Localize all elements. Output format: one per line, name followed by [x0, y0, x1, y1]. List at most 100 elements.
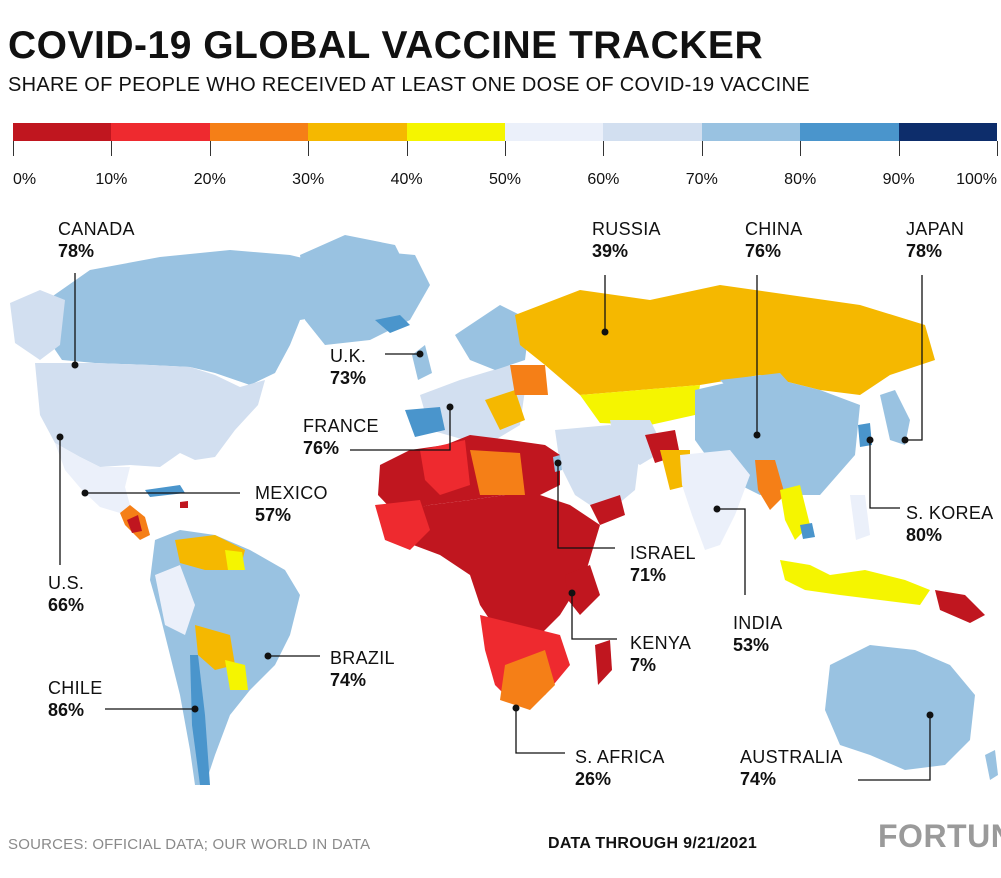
region-alaska: [10, 290, 65, 360]
region-russia[interactable]: [515, 285, 935, 395]
region-cuba: [145, 485, 185, 497]
region-canada[interactable]: [40, 250, 350, 385]
color-legend: 0% 10% 20% 30% 40% 50% 60% 70% 80% 90% 100%: [13, 123, 998, 188]
callout-france-value: 76%: [303, 438, 340, 458]
legend-swatch: [603, 123, 702, 141]
legend-swatch: [406, 123, 506, 141]
legend-label: 100%: [956, 171, 997, 188]
dot-mexico: [81, 489, 89, 497]
legend-label: 80%: [784, 171, 817, 188]
callout-australia-name: AUSTRALIA: [740, 747, 843, 767]
legend-tick: [111, 141, 113, 156]
callout-israel-value: 71%: [630, 565, 667, 585]
region-chile[interactable]: [190, 655, 210, 785]
dot-chile: [191, 705, 199, 713]
callout-brazil-value: 74%: [330, 670, 367, 690]
region-central-africa: [380, 495, 600, 645]
legend-tick: [13, 141, 14, 156]
region-australia[interactable]: [825, 645, 975, 770]
region-ukraine: [510, 365, 548, 395]
dot-skorea: [866, 436, 874, 444]
leader-france: [350, 407, 451, 451]
callout-uk: U.K. 73%: [330, 345, 366, 389]
callout-safrica-name: S. AFRICA: [575, 747, 665, 767]
callout-skorea-value: 80%: [906, 525, 943, 545]
legend-tick: [505, 141, 506, 156]
callout-mexico: MEXICO 57%: [255, 482, 328, 526]
leader-kenya: [571, 593, 617, 640]
dot-uk: [416, 350, 424, 358]
dot-us: [56, 433, 64, 441]
region-kazakhstan: [580, 385, 700, 425]
dot-russia: [601, 328, 609, 336]
leader-israel: [557, 463, 615, 549]
data-through-note: DATA THROUGH 9/21/2021: [548, 835, 758, 852]
region-bolivia: [195, 625, 235, 670]
callout-leaders: [59, 273, 931, 781]
region-paraguay: [225, 660, 248, 690]
region-usa[interactable]: [35, 363, 265, 467]
region-uk[interactable]: [412, 345, 432, 380]
region-indonesia: [780, 560, 930, 605]
callout-india-value: 53%: [733, 635, 770, 655]
callout-kenya: KENYA 7%: [630, 632, 691, 676]
callout-japan-name: JAPAN: [906, 219, 965, 239]
callout-france-name: FRANCE: [303, 416, 379, 436]
callout-china-name: CHINA: [745, 219, 803, 239]
callout-safrica: S. AFRICA 26%: [575, 746, 665, 790]
callout-dots: [56, 328, 934, 719]
leader-india: [717, 508, 746, 595]
region-peru: [155, 565, 195, 635]
legend-label: 40%: [390, 171, 423, 188]
region-mexico[interactable]: [55, 443, 130, 513]
leader-skorea: [869, 440, 900, 509]
dot-safrica: [512, 704, 520, 712]
region-myanmar: [755, 460, 785, 510]
region-haiti: [180, 501, 188, 508]
region-arabia-yemen: [590, 495, 625, 525]
callout-japan-value: 78%: [906, 241, 943, 261]
dot-france: [446, 403, 454, 411]
region-kenya[interactable]: [565, 565, 600, 615]
legend-swatch: [800, 123, 899, 141]
dot-brazil: [264, 652, 272, 660]
legend-label: 30%: [292, 171, 325, 188]
world-map: [10, 235, 998, 785]
region-south-africa[interactable]: [500, 650, 555, 710]
callout-france: FRANCE 76%: [303, 415, 379, 459]
legend-label: 60%: [587, 171, 620, 188]
callout-chile-value: 86%: [48, 700, 85, 720]
callout-chile-name: CHILE: [48, 678, 103, 698]
sources-note: SOURCES: OFFICIAL DATA; OUR WORLD IN DAT…: [8, 836, 371, 853]
region-balkans: [485, 390, 525, 430]
dot-japan: [901, 436, 909, 444]
region-madagascar: [595, 640, 612, 685]
region-nicaragua: [127, 515, 142, 533]
legend-tick: [800, 141, 802, 156]
legend-tick: [406, 141, 408, 156]
legend-tick: [209, 141, 211, 156]
legend-label: 70%: [685, 171, 718, 188]
callout-canada-value: 78%: [58, 241, 95, 261]
legend-label: 50%: [488, 171, 522, 188]
legend-label: 0%: [13, 171, 37, 188]
region-japan[interactable]: [880, 390, 910, 445]
region-guyana: [225, 550, 245, 570]
callout-mexico-value: 57%: [255, 505, 292, 525]
legend-tick: [701, 141, 703, 156]
callout-india: INDIA 53%: [733, 612, 783, 656]
callout-israel-name: ISRAEL: [630, 543, 696, 563]
leader-australia: [858, 715, 931, 781]
callout-chile: CHILE 86%: [48, 677, 103, 721]
callout-australia: AUSTRALIA 74%: [740, 746, 843, 790]
callout-russia: RUSSIA 39%: [592, 218, 661, 262]
region-india[interactable]: [680, 450, 750, 550]
region-papua: [935, 590, 985, 623]
callout-kenya-value: 7%: [630, 655, 657, 675]
callout-russia-value: 39%: [592, 241, 629, 261]
legend-color-bar: [13, 123, 998, 141]
dot-israel: [554, 459, 562, 467]
callout-skorea: S. KOREA 80%: [906, 502, 993, 546]
dot-kenya: [568, 589, 576, 597]
page-subtitle: SHARE OF PEOPLE WHO RECEIVED AT LEAST ON…: [8, 74, 810, 96]
